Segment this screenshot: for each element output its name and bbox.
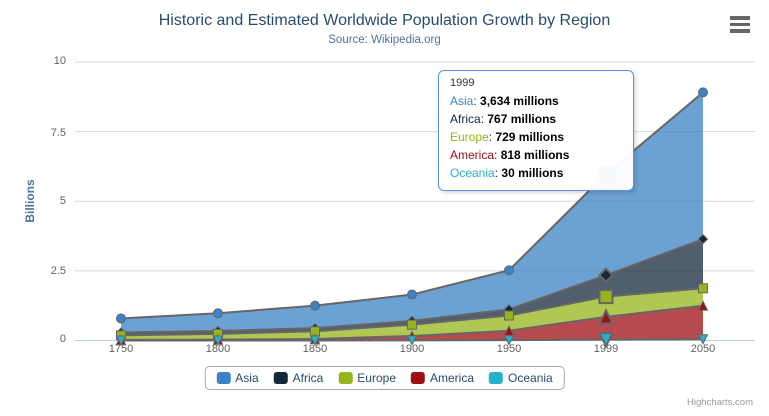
tooltip-series-name: America — [450, 148, 495, 162]
legend-item-asia[interactable]: Asia — [216, 371, 259, 385]
legend-item-africa[interactable]: Africa — [273, 371, 324, 385]
tooltip-separator: : — [488, 130, 493, 144]
y-tick-label: 0 — [59, 333, 66, 345]
legend-item-europe[interactable]: Europe — [338, 371, 396, 385]
tooltip-value: 767 millions — [487, 112, 557, 126]
marker-asia-2050[interactable] — [698, 87, 708, 98]
tooltip-value: 30 millions — [501, 166, 564, 180]
tooltip-separator: : — [494, 166, 499, 180]
marker-asia-1850[interactable] — [310, 300, 320, 311]
tooltip-separator: : — [494, 148, 498, 162]
tooltip-row: Europe: 729 millions — [450, 128, 622, 146]
tooltip-separator: : — [473, 94, 477, 108]
credits-link[interactable]: Highcharts.com — [687, 397, 753, 408]
marker-oceania-1800[interactable] — [212, 335, 224, 347]
tooltip-series-name: Africa — [450, 112, 481, 126]
marker-asia-1800[interactable] — [213, 308, 223, 319]
marker-america-2050[interactable] — [697, 300, 709, 311]
marker-asia-1900[interactable] — [407, 289, 417, 300]
legend-swatch-icon — [411, 372, 426, 384]
tooltip-series-name: Asia — [450, 94, 474, 108]
context-menu-button[interactable] — [730, 16, 750, 33]
legend-label: Europe — [357, 371, 397, 385]
x-tick-label: 1900 — [399, 343, 425, 355]
legend-item-oceania[interactable]: Oceania — [489, 371, 553, 385]
legend-swatch-icon — [338, 372, 353, 384]
marker-oceania-1999[interactable] — [597, 332, 615, 349]
marker-oceania-1950[interactable] — [503, 335, 515, 346]
marker-europe-2050[interactable] — [698, 283, 708, 294]
legend-label: Asia — [235, 371, 259, 385]
marker-asia-1950[interactable] — [504, 265, 514, 276]
chart-title: Historic and Estimated Worldwide Populat… — [158, 12, 611, 29]
legend-item-america[interactable]: America — [411, 371, 474, 385]
x-tick-label: 1950 — [496, 343, 522, 355]
legend: Asia Africa Europe America Oceania — [204, 366, 565, 390]
legend-swatch-icon — [489, 372, 504, 384]
legend-label: Oceania — [508, 371, 553, 385]
marker-europe-1999[interactable] — [598, 289, 614, 305]
tooltip-series-name: Europe — [450, 130, 489, 144]
y-tick-label: 10 — [53, 55, 66, 67]
marker-oceania-1850[interactable] — [309, 335, 321, 347]
marker-oceania-1750[interactable] — [115, 335, 127, 347]
x-tick-label: 1850 — [302, 343, 328, 355]
y-tick-label: 5 — [59, 195, 66, 207]
tooltip-series-name: Oceania — [450, 166, 495, 180]
tooltip-value: 818 millions — [500, 148, 570, 162]
tooltip-header: 1999 — [450, 77, 475, 89]
area-america[interactable] — [121, 305, 703, 341]
marker-oceania-2050[interactable] — [697, 334, 709, 345]
marker-europe-1950[interactable] — [504, 310, 514, 321]
x-tick-label: 1800 — [205, 343, 231, 355]
tooltip-row: Africa: 767 millions — [450, 110, 622, 128]
hamburger-icon — [730, 16, 750, 33]
marker-europe-1900[interactable] — [407, 319, 417, 330]
x-tick-label: 2050 — [690, 343, 716, 355]
marker-america-1999[interactable] — [597, 308, 615, 325]
marker-oceania-1900[interactable] — [406, 335, 418, 346]
y-tick-label: 2.5 — [50, 265, 66, 277]
marker-africa-2050[interactable] — [697, 233, 709, 245]
x-tick-label: 1750 — [108, 343, 134, 355]
area-africa[interactable] — [121, 239, 703, 336]
legend-swatch-icon — [216, 372, 231, 384]
legend-swatch-icon — [273, 372, 288, 384]
legend-label: Africa — [292, 371, 324, 385]
marker-africa-1999[interactable] — [598, 267, 614, 284]
tooltip-value: 3,634 millions — [480, 94, 559, 108]
tooltip-row: America: 818 millions — [450, 146, 622, 164]
legend-label: America — [430, 371, 475, 385]
tooltip: 1999 Asia: 3,634 millions Africa: 767 mi… — [438, 70, 634, 191]
area-asia[interactable] — [121, 92, 703, 333]
chart-subtitle: Source: Wikipedia.org — [328, 34, 441, 46]
x-tick-label: 1999 — [593, 343, 619, 355]
tooltip-row: Asia: 3,634 millions — [450, 92, 622, 110]
marker-asia-1750[interactable] — [116, 313, 126, 324]
tooltip-value: 729 millions — [495, 130, 565, 144]
tooltip-separator: : — [480, 112, 485, 126]
y-tick-label: 7.5 — [50, 127, 66, 139]
tooltip-row: Oceania: 30 millions — [450, 164, 622, 182]
